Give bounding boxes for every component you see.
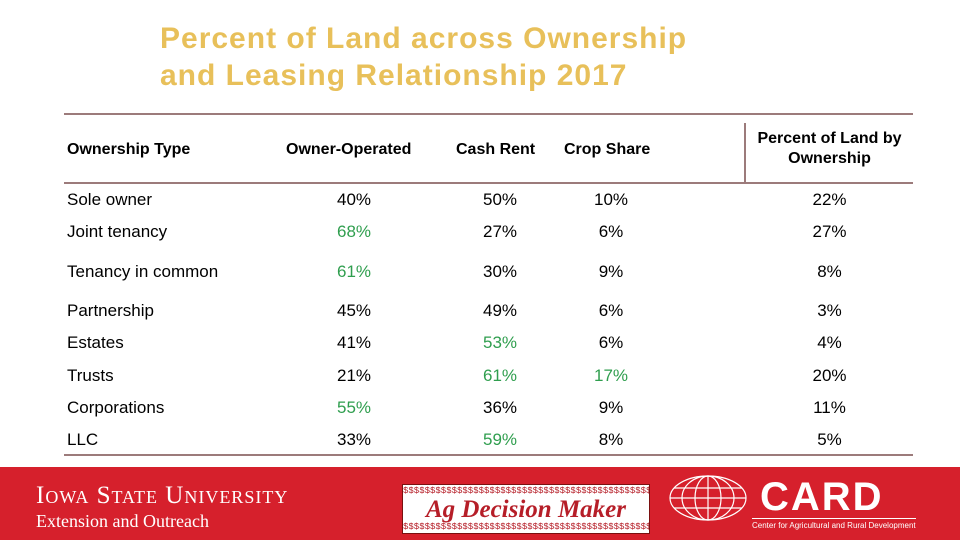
row-ownership-type: Joint tenancy	[67, 222, 168, 241]
slide-title-line-1: Percent of Land across Ownership	[160, 22, 688, 55]
header-percent-line-2: Ownership	[788, 150, 871, 167]
header-ownership-type: Ownership Type	[67, 141, 191, 158]
row-ownership-type: Trusts	[67, 366, 114, 385]
card-logo-divider	[752, 518, 916, 519]
row-crop-share: 6%	[598, 222, 624, 241]
table-bottom-rule	[64, 454, 913, 456]
row-owner-operated: 55%	[336, 398, 372, 417]
row-crop-share: 10%	[593, 190, 629, 209]
footer-banner: Iowa State University Extension and Outr…	[0, 467, 960, 540]
table-row: LLC 33% 59% 8% 5%	[64, 428, 913, 452]
row-percent-of-land: 5%	[817, 430, 842, 449]
row-cash-rent: 61%	[482, 366, 518, 385]
header-percent-line-1: Percent of Land by	[757, 130, 902, 147]
row-crop-share: 17%	[593, 366, 629, 385]
card-globe-icon	[669, 475, 747, 521]
row-ownership-type: Corporations	[67, 398, 165, 417]
ag-decision-maker-pattern-top: $$$$$$$$$$$$$$$$$$$$$$$$$$$$$$$$$$$$$$$$…	[403, 486, 649, 496]
row-ownership-type: Partnership	[67, 301, 154, 320]
row-cash-rent: 36%	[482, 398, 518, 417]
card-logo-subtitle: Center for Agricultural and Rural Develo…	[752, 521, 916, 530]
row-percent-of-land: 27%	[812, 222, 847, 241]
row-cash-rent: 59%	[482, 430, 518, 449]
table-row: Trusts 21% 61% 17% 20%	[64, 364, 913, 388]
table-row: Estates 41% 53% 6% 4%	[64, 331, 913, 355]
card-logo-name: CARD	[760, 475, 884, 519]
row-percent-of-land: 4%	[817, 333, 842, 352]
table-row: Tenancy in common 61% 30% 9% 8%	[64, 260, 913, 284]
ownership-table: Ownership Type Owner-Operated Cash Rent …	[64, 113, 913, 457]
table-column-divider	[744, 123, 746, 184]
isu-logo-line-2: Extension and Outreach	[36, 511, 209, 531]
row-crop-share: 8%	[598, 430, 624, 449]
ag-decision-maker-pattern-bottom: $$$$$$$$$$$$$$$$$$$$$$$$$$$$$$$$$$$$$$$$…	[403, 522, 649, 532]
header-crop-share: Crop Share	[564, 141, 651, 158]
row-crop-share: 9%	[598, 262, 624, 281]
isu-extension-logo: Iowa State University Extension and Outr…	[36, 482, 288, 532]
row-owner-operated: 21%	[336, 366, 372, 385]
isu-logo-line-1: Iowa State University	[36, 482, 289, 509]
row-owner-operated: 45%	[336, 301, 372, 320]
row-cash-rent: 30%	[482, 262, 518, 281]
row-owner-operated: 33%	[336, 430, 372, 449]
ag-decision-maker-logo: $$$$$$$$$$$$$$$$$$$$$$$$$$$$$$$$$$$$$$$$…	[402, 484, 650, 534]
row-ownership-type: Estates	[67, 333, 124, 352]
table-row: Corporations 55% 36% 9% 11%	[64, 396, 913, 420]
row-percent-of-land: 8%	[817, 262, 842, 281]
row-owner-operated: 41%	[336, 333, 372, 352]
row-crop-share: 6%	[598, 333, 624, 352]
row-ownership-type: LLC	[67, 430, 99, 449]
row-owner-operated: 40%	[336, 190, 372, 209]
row-crop-share: 9%	[598, 398, 624, 417]
row-cash-rent: 49%	[482, 301, 518, 320]
header-cash-rent: Cash Rent	[456, 141, 536, 158]
table-row: Sole owner 40% 50% 10% 22%	[64, 188, 913, 212]
slide-title: Percent of Land across Ownership and Lea…	[160, 20, 920, 94]
row-owner-operated: 61%	[336, 262, 372, 281]
row-cash-rent: 50%	[482, 190, 518, 209]
row-ownership-type: Tenancy in common	[67, 262, 219, 281]
header-owner-operated: Owner-Operated	[286, 141, 412, 158]
table-row: Partnership 45% 49% 6% 3%	[64, 299, 913, 323]
header-percent-of-land: Percent of Land by Ownership	[746, 129, 913, 169]
row-percent-of-land: 20%	[812, 366, 847, 385]
ag-decision-maker-name: Ag Decision Maker	[426, 496, 626, 523]
row-percent-of-land: 11%	[813, 398, 846, 417]
row-cash-rent: 27%	[482, 222, 518, 241]
slide-title-line-2: and Leasing Relationship 2017	[160, 59, 628, 92]
table-top-rule	[64, 113, 913, 115]
row-percent-of-land: 3%	[817, 301, 842, 320]
table-header-rule	[64, 182, 913, 184]
table-row: Joint tenancy 68% 27% 6% 27%	[64, 220, 913, 244]
row-owner-operated: 68%	[336, 222, 372, 241]
row-crop-share: 6%	[598, 301, 624, 320]
row-ownership-type: Sole owner	[67, 190, 153, 209]
row-cash-rent: 53%	[482, 333, 518, 352]
row-percent-of-land: 22%	[812, 190, 847, 209]
